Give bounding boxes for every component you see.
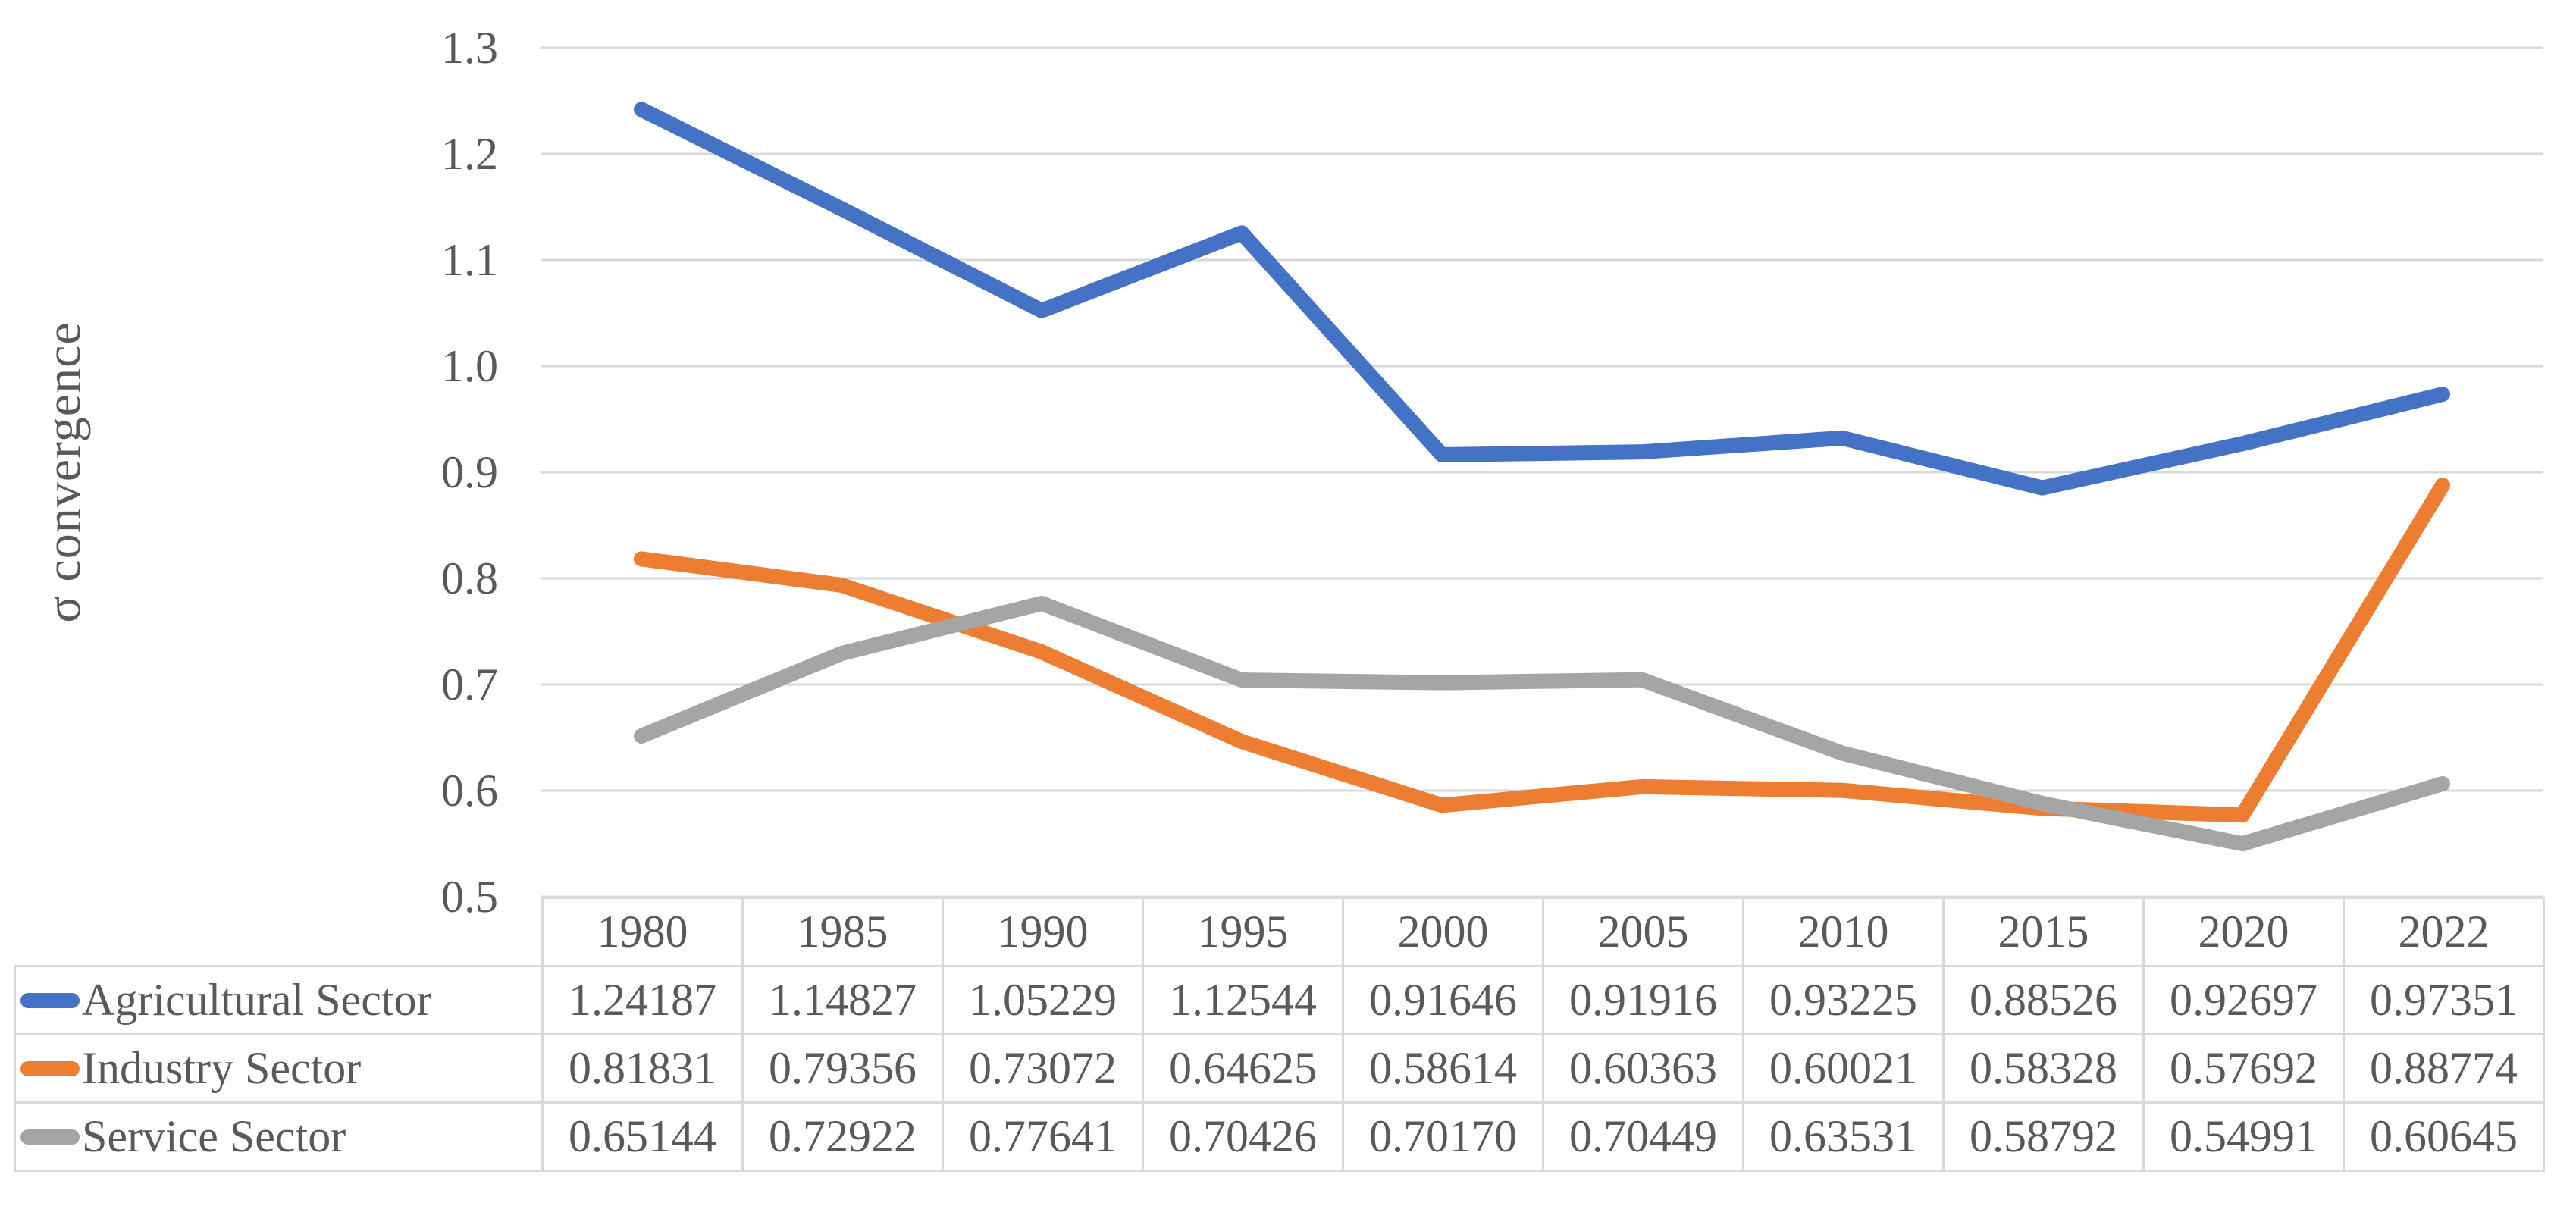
year-header-cell: 2015: [1942, 897, 2145, 967]
value-cell: 0.60363: [1542, 1033, 1744, 1104]
legend-key-icon: [20, 1060, 80, 1076]
legend-key-icon: [20, 1129, 80, 1145]
y-tick-label: 0.6: [441, 766, 498, 816]
value-cell: 1.14827: [741, 965, 944, 1035]
series-line-agricultural-sector: [634, 102, 2450, 496]
value-cell: 0.88526: [1942, 965, 2145, 1035]
value-cell: 1.12544: [1142, 965, 1344, 1035]
year-header-cell: 1985: [741, 897, 944, 967]
value-cell: 0.57692: [2142, 1033, 2345, 1104]
table-corner-blank: [15, 898, 543, 966]
value-cell: 0.77641: [942, 1101, 1144, 1172]
year-header-cell: 1995: [1142, 897, 1344, 967]
value-cell: 1.05229: [942, 965, 1144, 1035]
value-cell: 0.91646: [1342, 965, 1544, 1035]
value-cell: 0.92697: [2142, 965, 2345, 1035]
value-cell: 0.97351: [2343, 965, 2545, 1035]
year-header-cell: 2022: [2343, 897, 2545, 967]
value-cell: 0.88774: [2343, 1033, 2545, 1104]
value-cell: 0.64625: [1142, 1033, 1344, 1104]
value-cell: 0.81831: [541, 1033, 744, 1104]
value-cell: 0.58792: [1942, 1101, 2145, 1172]
y-tick-label: 0.8: [441, 553, 498, 603]
value-cell: 0.79356: [741, 1033, 944, 1104]
value-cell: 0.58614: [1342, 1033, 1544, 1104]
y-tick-label: 1.1: [441, 235, 498, 285]
series-line-service-sector: [634, 596, 2450, 852]
table-row: Agricultural Sector 1.24187 1.14827 1.05229…: [14, 965, 2545, 1035]
y-tick-label: 1.2: [441, 129, 498, 179]
value-cell: 0.93225: [1742, 965, 1945, 1035]
legend-cell: Agricultural Sector: [14, 965, 544, 1035]
year-header-cell: 1980: [541, 897, 744, 967]
y-tick-label: 0.5: [441, 872, 498, 922]
value-cell: 0.70426: [1142, 1101, 1344, 1172]
y-tick-label: 1.0: [441, 341, 498, 391]
value-cell: 0.60021: [1742, 1033, 1945, 1104]
year-header-cell: 1990: [942, 897, 1144, 967]
value-cell: 0.70449: [1542, 1101, 1744, 1172]
legend-entry: Service Sector: [17, 1110, 541, 1163]
table-row: Service Sector 0.65144 0.72922 0.77641 0.704…: [14, 1101, 2545, 1172]
year-header-cell: 2005: [1542, 897, 1744, 967]
value-cell: 0.70170: [1342, 1101, 1544, 1172]
value-cell: 0.58328: [1942, 1033, 2145, 1104]
series-name-label: Agricultural Sector: [82, 975, 432, 1025]
year-header-row: 1980 1985 1990 1995 2000 2005 2010 2015 2020 2022: [15, 897, 2545, 967]
value-cell: 0.54991: [2142, 1101, 2345, 1172]
value-cell: 0.72922: [741, 1101, 944, 1172]
value-cell: 0.63531: [1742, 1101, 1945, 1172]
year-header-cell: 2020: [2142, 897, 2345, 967]
value-cell: 0.60645: [2343, 1101, 2545, 1172]
chart-data-table: 1980 1985 1990 1995 2000 2005 2010 2015 2020 2022…: [14, 897, 2545, 1172]
value-cell: 1.24187: [541, 965, 744, 1035]
y-tick-label: 1.3: [441, 23, 498, 73]
series-line-industry-sector: [634, 478, 2450, 823]
legend-cell: Service Sector: [14, 1101, 544, 1172]
value-cell: 0.73072: [942, 1033, 1144, 1104]
legend-entry: Industry Sector: [17, 1042, 541, 1095]
value-cell: 0.65144: [541, 1101, 744, 1172]
legend-entry: Agricultural Sector: [17, 974, 541, 1026]
y-tick-label: 0.9: [441, 447, 498, 497]
y-tick-label: 0.7: [441, 659, 498, 710]
legend-cell: Industry Sector: [14, 1033, 544, 1104]
series-name-label: Industry Sector: [82, 1043, 362, 1093]
value-cell: 0.91916: [1542, 965, 1744, 1035]
legend-key-icon: [20, 992, 80, 1008]
year-header-cell: 2000: [1342, 897, 1544, 967]
table-row: Industry Sector 0.81831 0.79356 0.73072 0.64…: [14, 1033, 2545, 1104]
year-header-cell: 2010: [1742, 897, 1945, 967]
series-name-label: Service Sector: [82, 1111, 346, 1161]
